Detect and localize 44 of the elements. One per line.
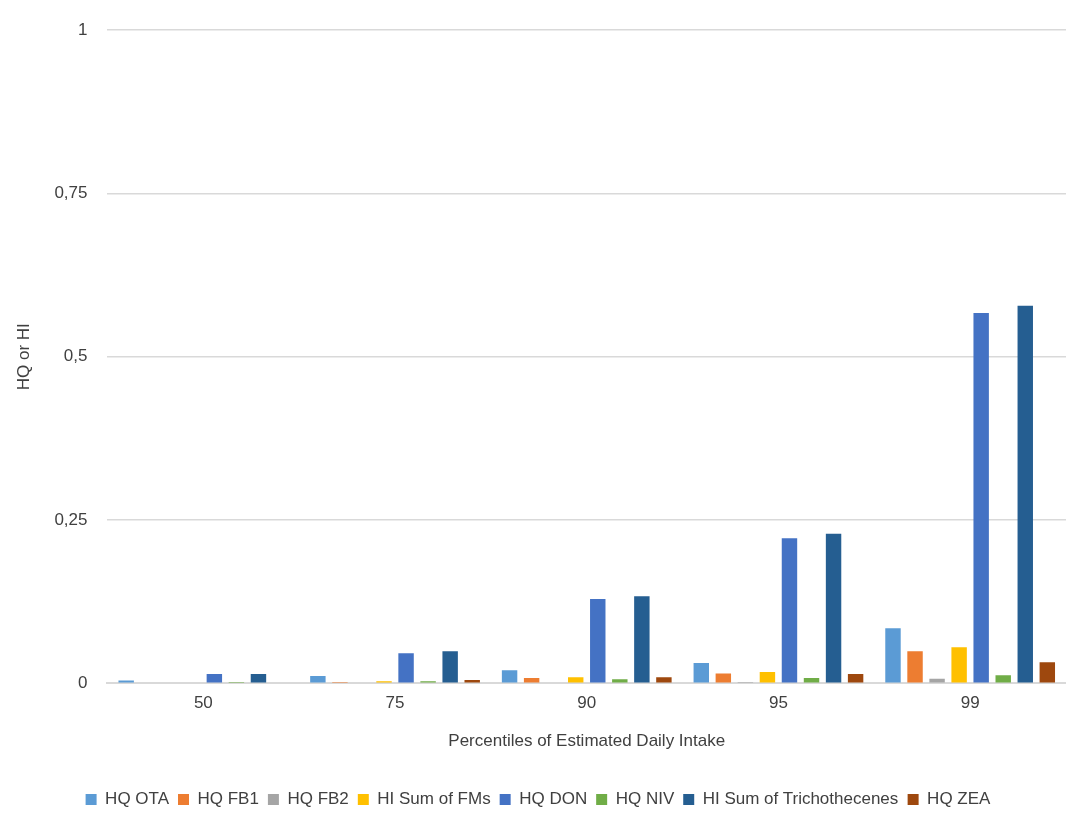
legend-label: HQ FB1 xyxy=(197,789,259,809)
bar xyxy=(250,674,267,683)
bar xyxy=(501,670,518,683)
x-tick-label: 99 xyxy=(960,693,980,713)
x-tick-label: 50 xyxy=(193,693,213,713)
bar xyxy=(759,672,776,683)
bar xyxy=(995,675,1011,683)
bar xyxy=(634,596,650,683)
legend-label: HQ ZEA xyxy=(927,789,992,809)
legend-label: HQ OTA xyxy=(105,789,170,809)
y-tick-label: 0,75 xyxy=(54,183,88,203)
bar xyxy=(885,628,901,683)
bar xyxy=(693,662,709,683)
legend-label: HQ DON xyxy=(519,789,588,809)
bar xyxy=(1017,305,1033,683)
x-tick-label: 75 xyxy=(385,693,405,713)
x-tick-label: 90 xyxy=(577,693,597,713)
bar xyxy=(310,676,326,683)
y-tick-label: 0 xyxy=(78,672,88,692)
bar xyxy=(206,674,223,683)
legend-label: HI Sum of Trichothecenes xyxy=(702,789,899,809)
x-axis-title: Percentiles of Estimated Daily Intake xyxy=(448,731,726,751)
bar xyxy=(973,312,989,683)
bar xyxy=(825,533,842,683)
legend-label: HI Sum of FMs xyxy=(377,789,491,809)
y-axis-title: HQ or HI xyxy=(13,323,33,391)
y-tick-label: 1 xyxy=(78,19,88,39)
bar xyxy=(656,677,672,683)
bar xyxy=(781,538,798,683)
bar xyxy=(442,651,458,683)
bar xyxy=(1039,662,1056,683)
bar xyxy=(568,677,584,683)
legend-label: HQ FB2 xyxy=(287,789,349,809)
bar xyxy=(398,653,414,683)
y-tick-label: 0,25 xyxy=(54,509,88,529)
bar xyxy=(951,647,967,683)
bar xyxy=(612,679,628,683)
x-tick-label: 95 xyxy=(768,693,788,713)
bar xyxy=(907,651,923,683)
y-tick-label: 0,5 xyxy=(63,346,88,366)
bar xyxy=(715,673,732,683)
bar xyxy=(590,598,606,683)
legend-label: HQ NIV xyxy=(615,789,675,809)
bar xyxy=(847,674,864,683)
